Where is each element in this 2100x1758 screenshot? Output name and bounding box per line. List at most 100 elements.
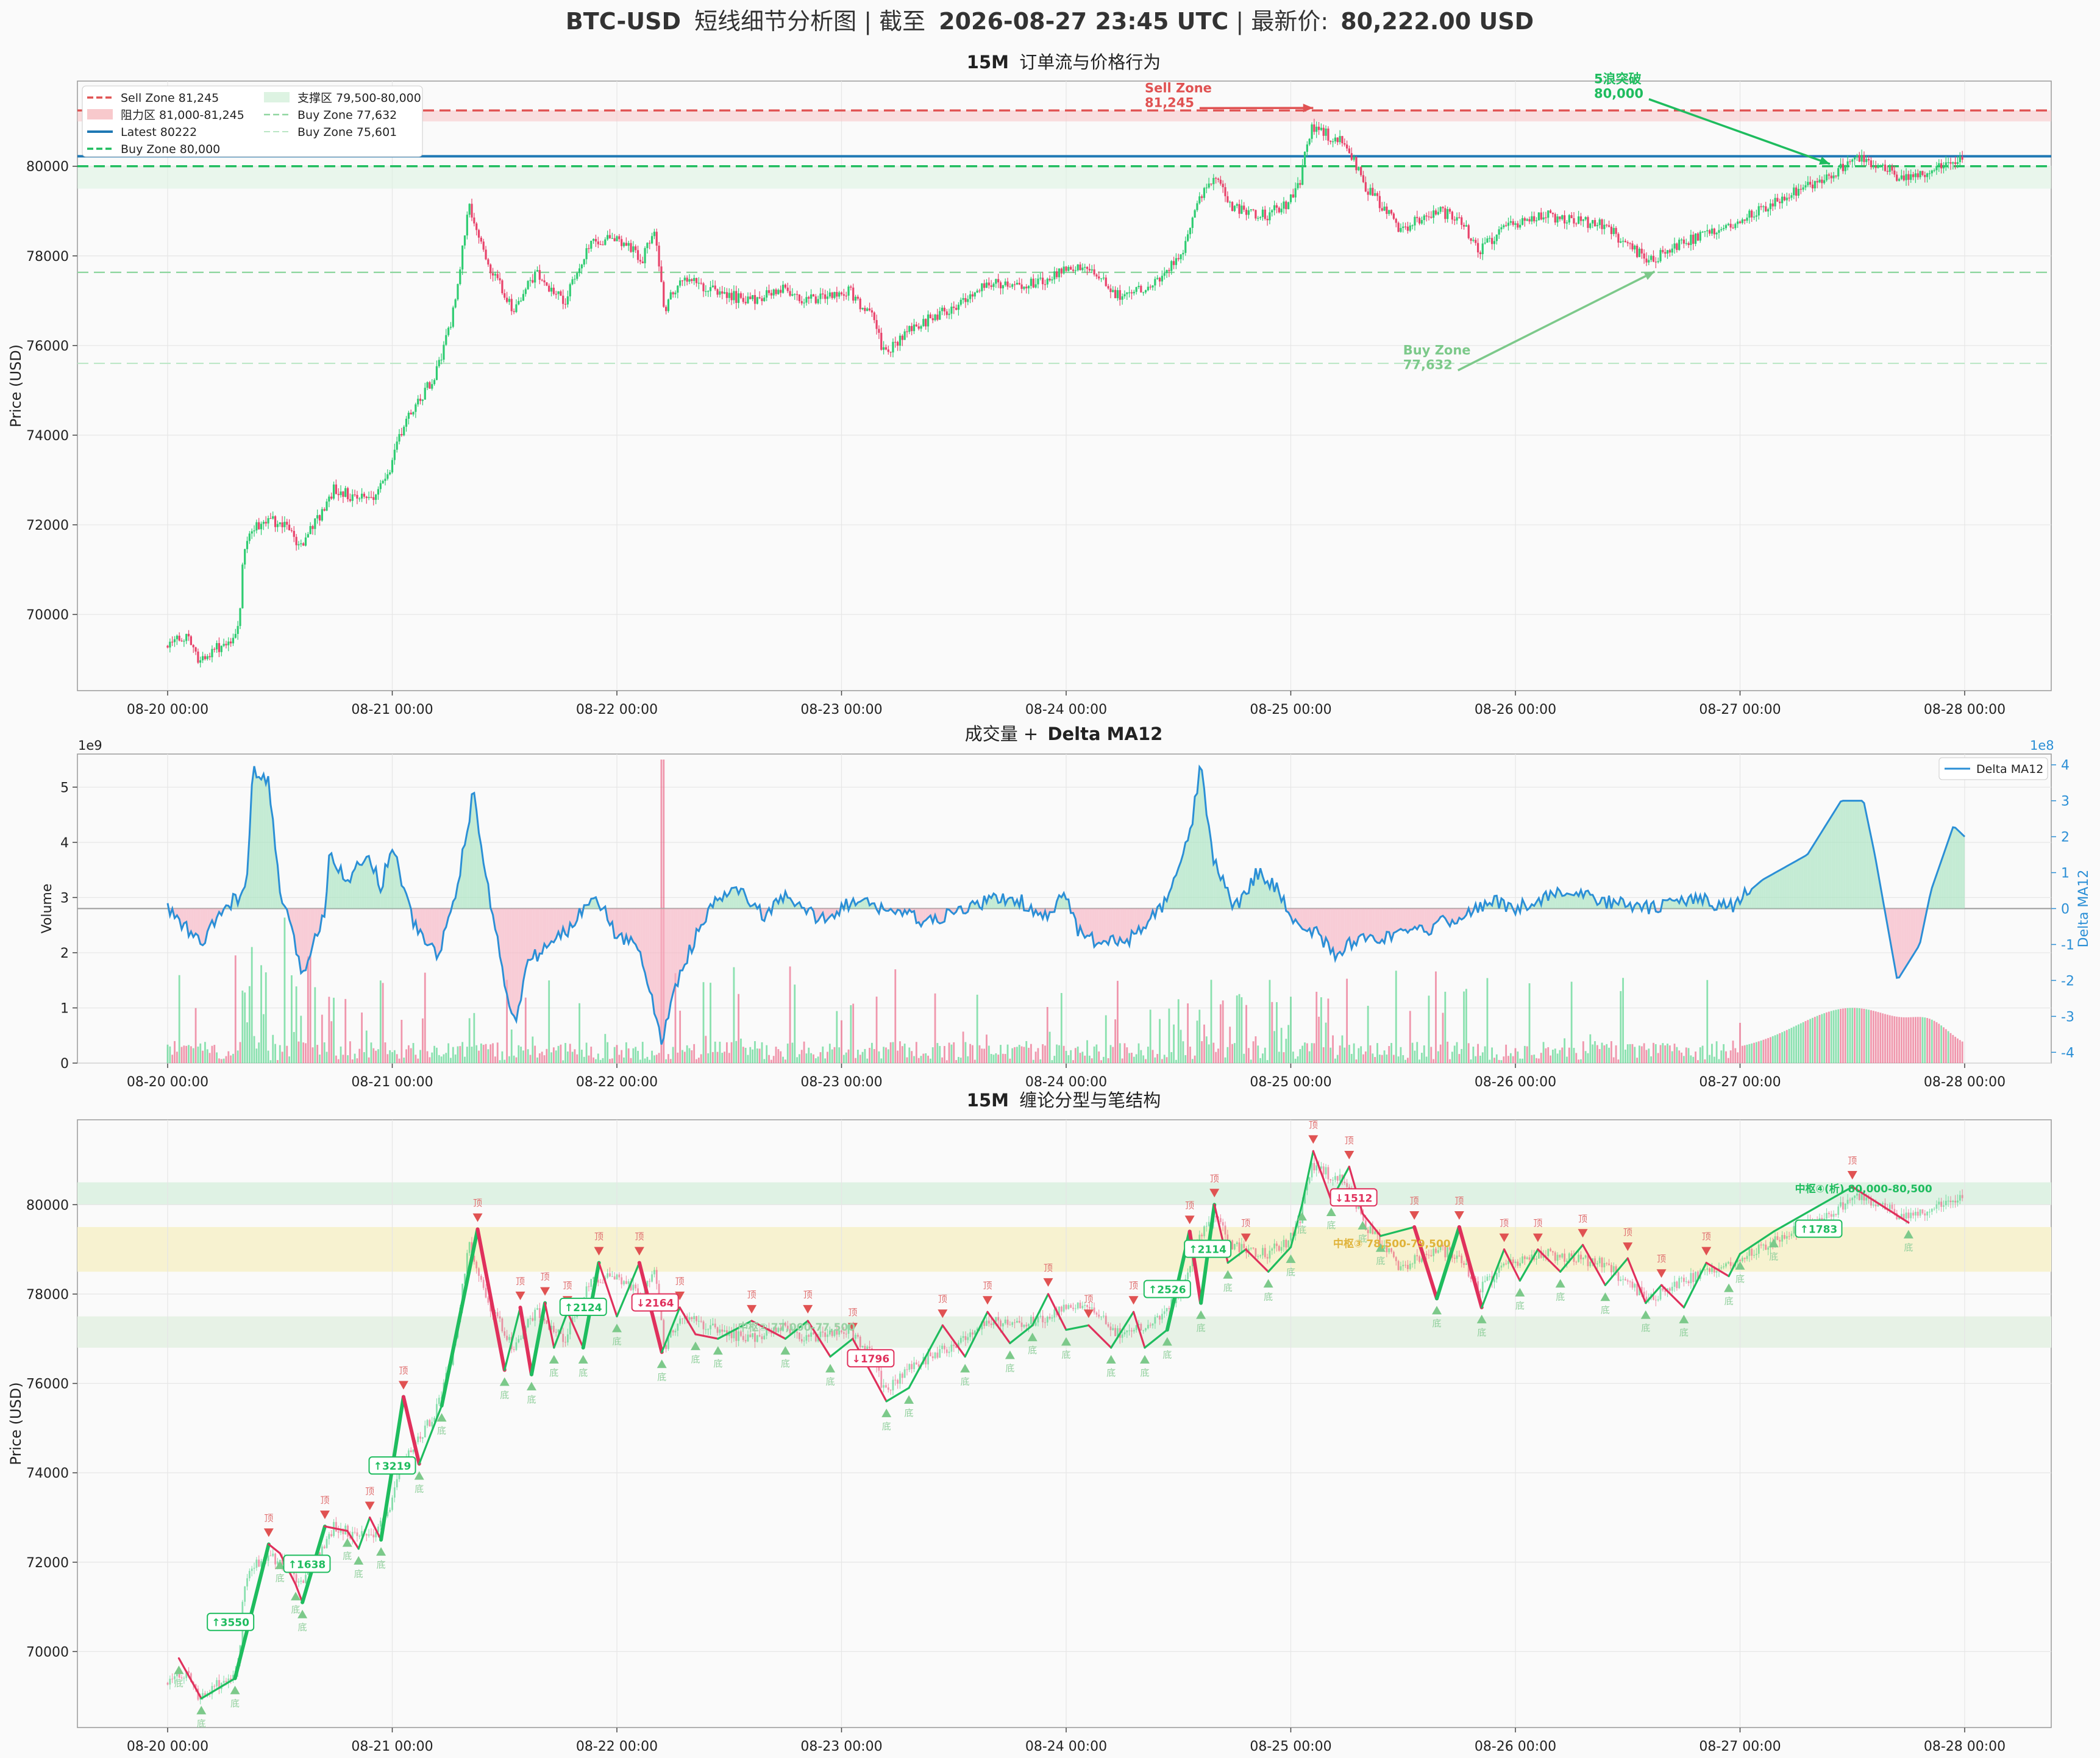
delta-area-segment <box>1187 828 1191 909</box>
candle-body <box>1156 277 1159 279</box>
bi-stroke <box>941 1324 966 1358</box>
bi-stroke <box>504 1306 522 1372</box>
candle-body <box>1240 1244 1243 1253</box>
candle-body <box>618 1274 621 1278</box>
candle-body <box>611 1276 613 1277</box>
delta-area-segment <box>691 908 694 953</box>
candle-body <box>475 223 478 230</box>
bi-stroke <box>597 1261 618 1318</box>
volume-bar <box>1203 1024 1205 1063</box>
candle-body <box>1825 174 1828 180</box>
candle-body <box>833 1329 836 1336</box>
volume-bar <box>447 1043 450 1063</box>
candle-body <box>438 360 440 366</box>
volume-bar <box>742 1047 744 1063</box>
candle-body <box>1039 1315 1042 1317</box>
bi-stroke <box>1705 1261 1730 1278</box>
delta-area-segment <box>942 908 945 923</box>
candle-body <box>1500 1265 1503 1268</box>
candle-body <box>976 290 978 293</box>
volume-bar <box>945 1060 948 1063</box>
volume-bar <box>1444 991 1447 1063</box>
volume-bar <box>1844 1008 1846 1063</box>
candle-body <box>1830 1214 1832 1217</box>
price-xtick-label: 08-28 00:00 <box>1924 702 2006 717</box>
volume-bar <box>400 1019 403 1063</box>
volume-ytick-label: 1 <box>60 1001 69 1016</box>
candle-body <box>1832 1214 1835 1217</box>
candle-body <box>1065 266 1067 271</box>
volume-bar <box>185 1045 188 1063</box>
candle-body <box>747 296 749 304</box>
candle-body <box>1799 188 1802 190</box>
volume-bar <box>232 1053 234 1063</box>
candle-body <box>1877 165 1879 168</box>
volume-bar <box>1678 1050 1681 1063</box>
candle-body <box>1053 1309 1056 1318</box>
candle-body <box>379 1520 382 1527</box>
candle-body <box>1771 203 1774 207</box>
volume-bar <box>1648 1048 1650 1063</box>
volume-bar <box>1362 1054 1364 1063</box>
candle-body <box>491 273 494 276</box>
delta-area-segment <box>1195 793 1197 909</box>
fractal-bottom-label: 底 <box>354 1568 363 1579</box>
candle-body <box>936 315 939 320</box>
volume-bar <box>1461 1048 1463 1063</box>
volume-bar <box>973 1059 976 1063</box>
fractal-bottom-label: 底 <box>1005 1363 1014 1374</box>
delta-area-segment <box>233 894 236 909</box>
candle-body <box>578 268 581 273</box>
candle-body <box>1751 210 1753 218</box>
candle-body <box>1201 1234 1203 1237</box>
delta-area-segment <box>1209 825 1211 909</box>
volume-bar <box>1709 1055 1710 1063</box>
chan-xtick-label: 08-27 00:00 <box>1699 1739 1781 1754</box>
candle-body <box>999 282 1002 289</box>
volume-bar <box>1741 1045 1743 1063</box>
volume-bar <box>241 991 244 1063</box>
candle-body <box>1942 166 1945 169</box>
volume-bar <box>744 1047 747 1063</box>
fractal-top-label: 顶 <box>983 1280 992 1291</box>
volume-bar <box>1720 1050 1723 1063</box>
candle-body <box>176 635 178 639</box>
volume-bar <box>1248 1048 1250 1063</box>
delta-area-segment <box>591 898 594 909</box>
delta-area-segment <box>572 908 575 928</box>
volume-bar <box>1701 1045 1704 1063</box>
delta-area-segment <box>1894 908 1897 978</box>
delta-area-segment <box>1747 894 1749 909</box>
candle-body <box>1362 175 1365 182</box>
candle-body <box>391 1497 393 1510</box>
candle-body <box>1364 1220 1367 1230</box>
candle-body <box>1301 165 1304 185</box>
bi-stroke <box>717 1320 753 1340</box>
candle-body <box>590 240 593 249</box>
delta-area-segment <box>666 908 669 1020</box>
delta-area-segment <box>1372 908 1375 941</box>
volume-bar <box>1743 1045 1746 1063</box>
candle-body <box>1257 1256 1259 1257</box>
candle-body <box>1006 281 1009 287</box>
candle-body <box>1762 206 1765 207</box>
candle-body <box>688 279 691 282</box>
candle-body <box>550 288 553 292</box>
candle-body <box>1058 1306 1060 1315</box>
volume-bar <box>1065 1050 1067 1063</box>
volume-bar <box>581 1050 583 1063</box>
delta-area-segment <box>1754 884 1757 909</box>
volume-bar <box>1276 1002 1278 1063</box>
candle-body <box>1030 1317 1032 1325</box>
candle-body <box>216 1680 218 1687</box>
annotation-text: Buy Zone <box>1403 343 1471 358</box>
volume-bar <box>1226 1047 1229 1063</box>
candle-body <box>546 282 548 286</box>
candle-body <box>1105 1315 1107 1325</box>
candle-body <box>1648 260 1650 263</box>
volume-bar <box>393 1050 396 1063</box>
bi-stroke <box>233 1542 271 1681</box>
candle-body <box>564 1342 566 1343</box>
candle-body <box>838 1330 841 1335</box>
candle-body <box>1325 128 1327 136</box>
